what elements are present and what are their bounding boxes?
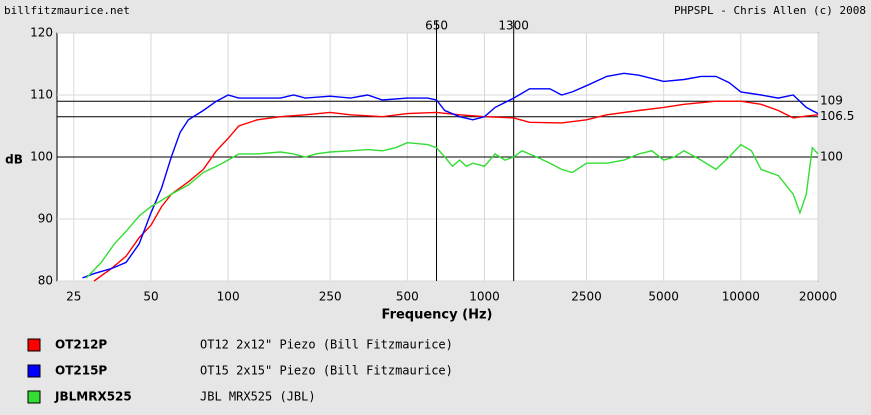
- y-tick-label: 120: [30, 26, 53, 40]
- x-tick-label: 5000: [648, 290, 679, 304]
- x-tick-label: 20000: [799, 290, 837, 304]
- series-line: [82, 72, 819, 279]
- site-label: billfitzmaurice.net: [4, 4, 130, 17]
- y-tick-label: 80: [38, 274, 53, 288]
- legend-description: JBL MRX525 (JBL): [200, 390, 316, 404]
- legend-name: JBLMRX525: [54, 390, 132, 404]
- reference-label: 106.5: [820, 109, 854, 123]
- x-axis-label: Frequency (Hz): [382, 308, 493, 323]
- reference-label: 109: [820, 94, 843, 108]
- y-axis-label: dB: [5, 153, 23, 167]
- x-tick-label: 50: [143, 290, 158, 304]
- legend-name: OT215P: [55, 364, 107, 378]
- credit-label: PHPSPL - Chris Allen (c) 2008: [674, 4, 866, 17]
- legend-name: OT212P: [55, 338, 107, 352]
- x-tick-label: 100: [217, 290, 240, 304]
- legend-description: OT12 2x12" Piezo (Bill Fitzmaurice): [200, 338, 453, 352]
- reference-label: 100: [820, 150, 843, 164]
- legend-swatch: [27, 338, 41, 352]
- reference-label: 1300: [498, 19, 529, 33]
- x-tick-label: 250: [319, 290, 342, 304]
- y-tick-label: 90: [38, 212, 53, 226]
- x-tick-label: 2500: [571, 290, 602, 304]
- x-tick-label: 1000: [469, 290, 500, 304]
- y-tick-label: 100: [30, 150, 53, 164]
- reference-label: 650: [425, 19, 448, 33]
- legend-description: OT15 2x15" Piezo (Bill Fitzmaurice): [200, 364, 453, 378]
- series-line: [85, 141, 819, 279]
- x-tick-label: 10000: [722, 290, 760, 304]
- x-tick-label: 500: [396, 290, 419, 304]
- y-tick-label: 110: [30, 88, 53, 102]
- legend-swatch: [27, 390, 41, 404]
- legend-swatch: [27, 364, 41, 378]
- x-tick-label: 25: [66, 290, 81, 304]
